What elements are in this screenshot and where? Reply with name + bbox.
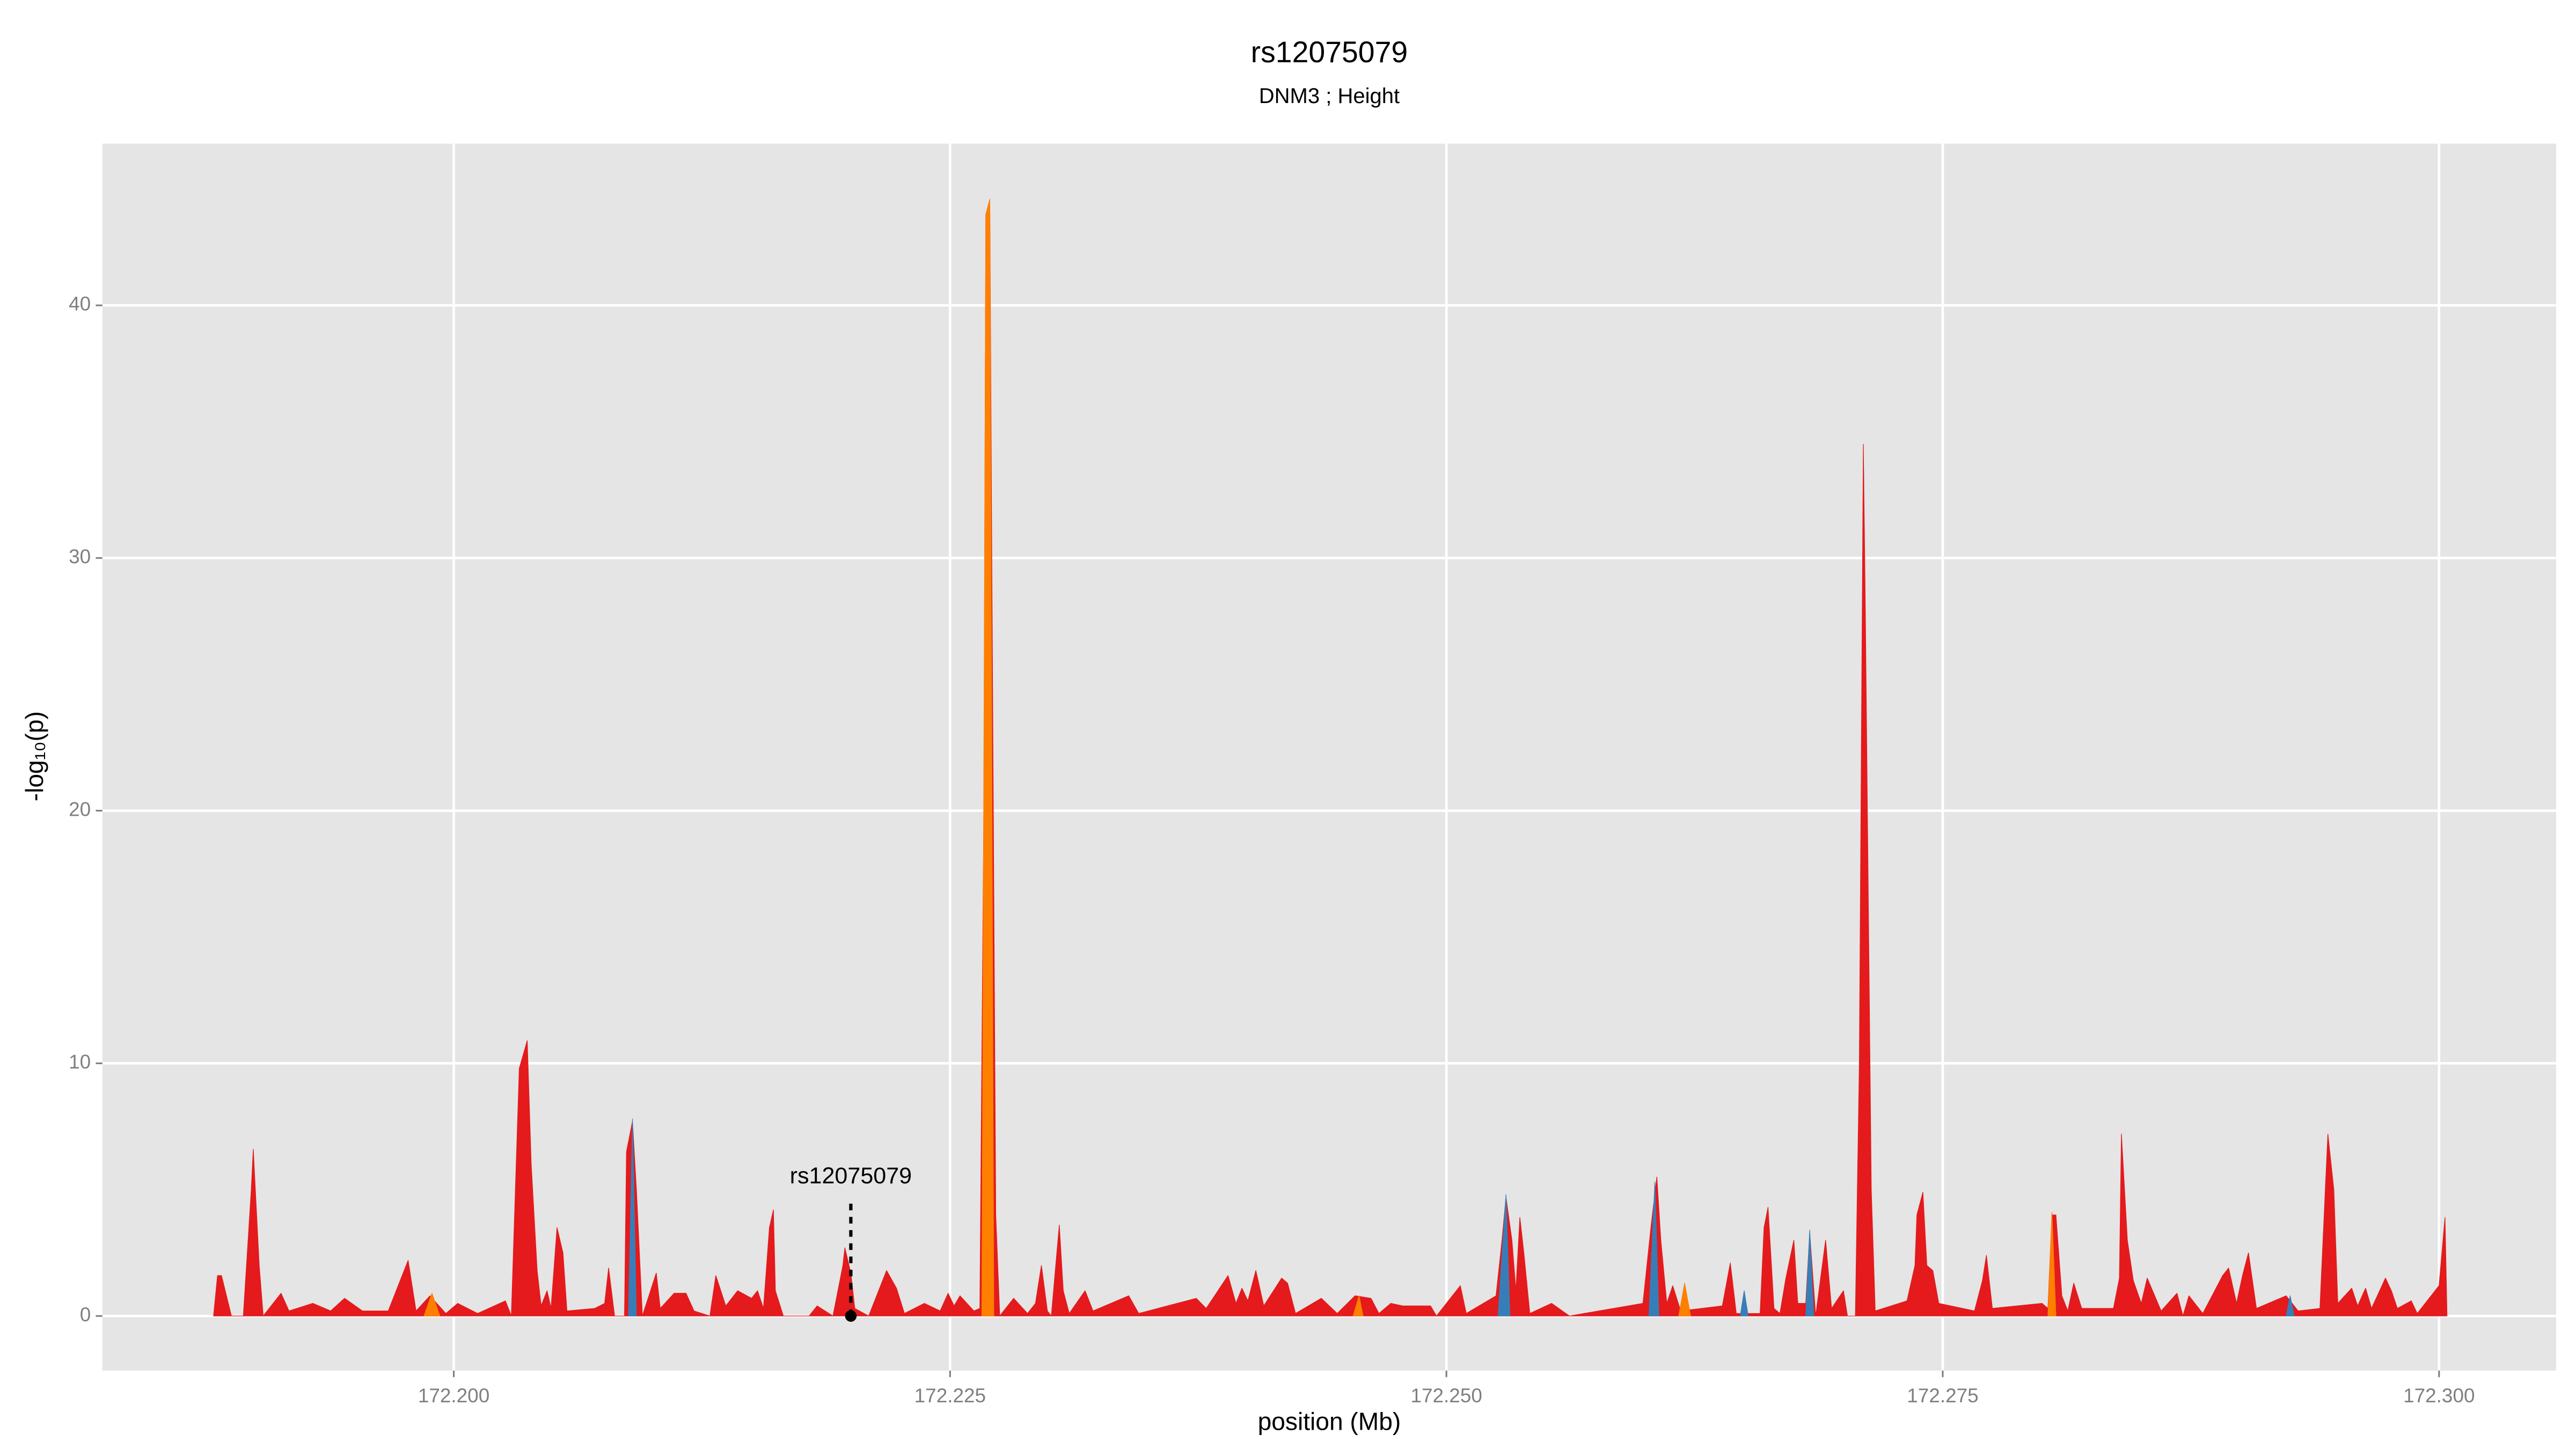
area-series [213, 204, 2448, 1316]
y-tick-label: 30 [69, 546, 91, 568]
y-tick-label: 0 [80, 1304, 91, 1326]
area-series [423, 199, 2057, 1316]
chart-title: rs12075079 [1251, 35, 1408, 69]
annotation-label: rs12075079 [790, 1163, 912, 1189]
y-tick-label: 20 [69, 798, 91, 820]
area-series [628, 1118, 2295, 1316]
plot-panel [102, 143, 2557, 1371]
marks: rs12075079 [213, 199, 2448, 1322]
x-tick-label: 172.225 [914, 1385, 986, 1407]
y-tick-label: 40 [69, 293, 91, 315]
y-tick-label: 10 [69, 1051, 91, 1073]
x-tick-label: 172.200 [418, 1385, 489, 1407]
y-axis-label: -log₁₀(p) [20, 711, 48, 801]
annotation-point [845, 1310, 857, 1322]
axes: 0 10 20 30 40 172.200 172.225 172.250 172.275 172… [69, 293, 2475, 1407]
x-tick-label: 172.275 [1907, 1385, 1978, 1407]
chart-subtitle: DNM3 ; Height [1259, 84, 1400, 108]
x-tick-label: 172.250 [1410, 1385, 1482, 1407]
x-tick-label: 172.300 [2403, 1385, 2475, 1407]
x-axis-label: position (Mb) [1258, 1407, 1401, 1435]
